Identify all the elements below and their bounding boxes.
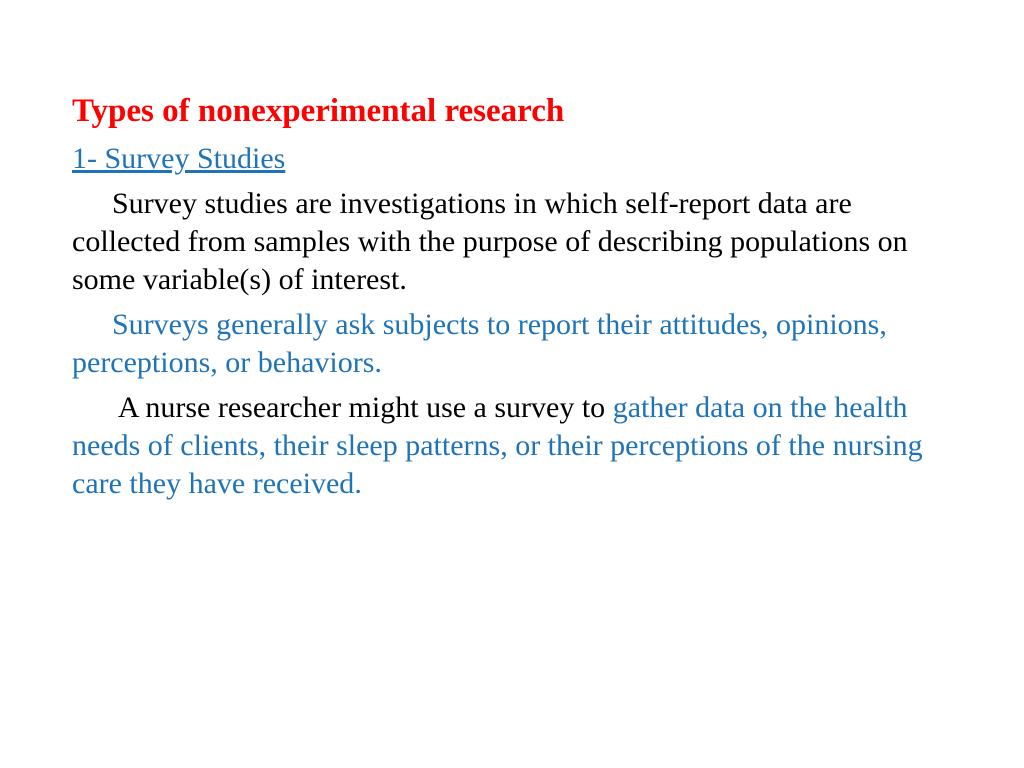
slide-subtitle: 1- Survey Studies [72, 140, 952, 178]
paragraph-2: Surveys generally ask subjects to report… [72, 306, 952, 383]
slide-content: Types of nonexperimental research 1- Sur… [0, 0, 1024, 504]
paragraph-3-part-a: A nurse researcher might use a survey to [112, 391, 613, 424]
slide-title: Types of nonexperimental research [72, 90, 952, 132]
paragraph-3-part-c: . [354, 467, 362, 500]
paragraph-1-text: Survey studies are investigations in whi… [72, 187, 908, 297]
paragraph-2-text: Surveys generally ask subjects to report… [72, 308, 887, 379]
paragraph-3: A nurse researcher might use a survey to… [72, 389, 952, 504]
paragraph-1: Survey studies are investigations in whi… [72, 185, 952, 300]
